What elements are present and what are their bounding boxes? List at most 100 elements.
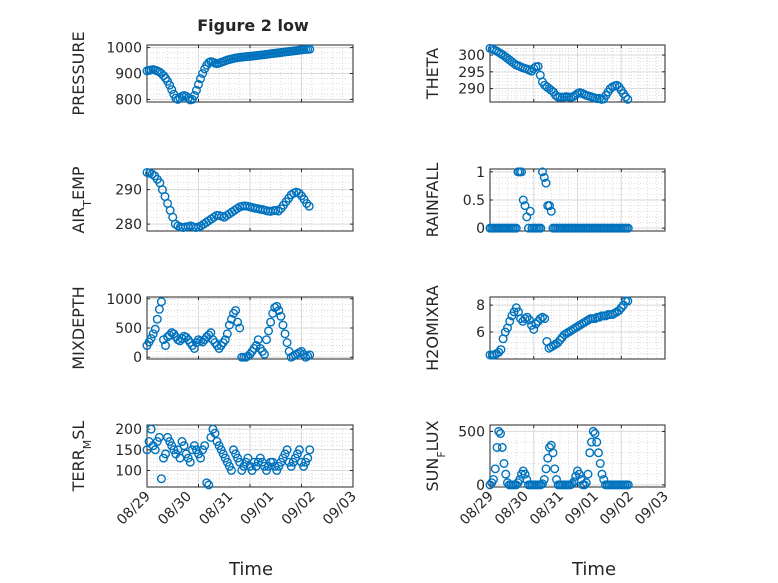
data-point [494,347,504,357]
data-point [161,449,171,459]
x-axis-label-right: Time [571,559,616,580]
data-point [189,343,199,353]
data-point [585,448,595,458]
x-tick-label: 08/31 [527,489,567,529]
data-point [198,68,208,78]
data-point [305,44,315,54]
data-point [185,457,195,467]
y-tick-label: 800 [115,92,142,108]
x-tick-label: 09/03 [320,489,360,529]
data-point [567,479,577,489]
data-point [165,80,175,90]
data-point [193,79,203,89]
data-point [520,201,530,211]
data-point [540,314,550,324]
x-tick-label: 09/02 [279,489,319,529]
data-point [505,316,515,326]
y-tick-label: 6 [476,325,485,341]
y-tick-label: 1000 [106,292,142,308]
data-point [243,453,253,463]
data-point [536,223,546,233]
subplot-4: 0 0.5 1 RAINFALL [423,163,666,238]
data-point [492,442,502,452]
data-point [529,63,539,73]
data-point [280,329,290,339]
y-tick-label: 0 [476,221,485,237]
data-point [594,448,604,458]
data-point [150,324,160,334]
x-axis-label-left: Time [228,559,273,580]
data-point [220,335,230,345]
y-tick-label: 500 [115,321,142,337]
data-point [189,91,199,101]
y-tick-label: 300 [458,48,485,64]
y-tick-label: 100 [115,463,142,479]
data-point [204,480,214,490]
data-point [520,469,530,479]
data-point [231,305,241,315]
data-point [158,71,168,81]
data-point [511,223,521,233]
data-point [539,475,549,485]
data-point [494,426,504,436]
data-point [146,424,156,434]
y-tick-label: 0 [133,350,142,366]
data-point [294,188,304,198]
x-tick-label: 08/30 [492,489,532,529]
y-tick-label: 900 [115,67,142,83]
x-tick-label: 08/29 [114,489,154,529]
x-tick-label: 08/31 [196,489,236,529]
subplot-7: 100 150 200 08/29 08/30 08/31 09/01 09/02 09/03 T… [69,421,360,529]
data-point [623,223,633,233]
data-point [196,74,206,84]
data-point [531,319,541,329]
data-point [276,311,286,321]
data-markers [142,424,315,490]
data-point [266,317,276,327]
data-point [533,61,543,71]
data-point [538,167,548,177]
data-point [546,206,556,216]
data-point [304,201,314,211]
data-point [621,92,631,102]
y-tick-label: 0 [476,478,485,494]
data-point [543,453,553,463]
data-point [489,475,499,485]
data-point [210,428,220,438]
data-point [595,458,605,468]
data-point [150,445,160,455]
x-tick-label: 09/01 [238,489,278,529]
data-point [173,445,183,455]
data-point [303,453,313,463]
data-point [501,469,511,479]
data-point [623,480,633,490]
data-point [541,464,551,474]
y-axis-label: AIRTEMP [69,166,94,233]
data-point [522,312,532,322]
data-point [548,448,558,458]
y-tick-label: 8 [476,298,485,314]
data-point [161,341,171,351]
data-point [305,445,315,455]
data-point [282,445,292,455]
data-point [553,338,563,348]
figure-title: Figure 2 low [197,16,309,35]
data-point [588,426,598,436]
data-point [496,345,506,355]
data-point [261,335,271,345]
data-point [516,314,526,324]
y-axis-label: RAINFALL [423,163,442,238]
y-axis-label: SUNFLUX [423,420,448,491]
data-point [274,305,284,315]
data-point [226,465,236,475]
data-point [612,80,622,90]
y-tick-label: 295 [458,65,485,81]
subplot-6: 6 8 H2OMIXRA [423,285,666,371]
data-point [623,296,633,306]
data-point [597,469,607,479]
data-point [222,329,232,339]
data-point [179,441,189,451]
data-point [282,338,292,348]
